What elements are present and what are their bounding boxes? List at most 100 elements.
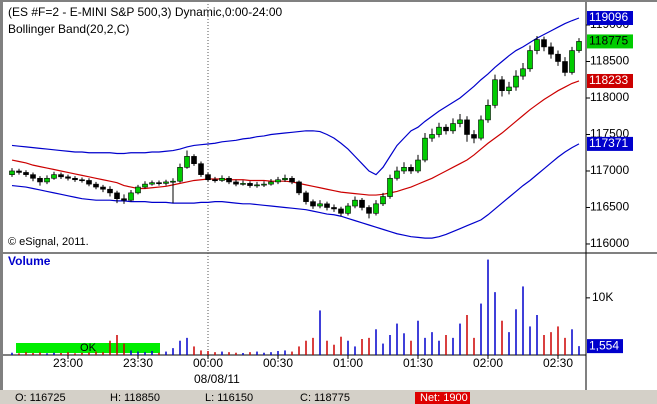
x-tick-label: 23:00: [53, 356, 83, 370]
candle-body: [23, 172, 29, 175]
candle-body: [156, 182, 162, 184]
candle-body: [184, 156, 190, 168]
y-tick-label: 116000: [590, 236, 629, 250]
candle-body: [576, 41, 582, 51]
candle-body: [121, 198, 127, 201]
status-indicator-label: OK: [80, 342, 97, 354]
x-tick-label: 23:30: [123, 356, 153, 370]
candle-body: [170, 180, 176, 183]
candle-body: [198, 163, 204, 175]
candle-body: [499, 79, 505, 91]
candle-body: [478, 119, 484, 139]
candle-body: [569, 50, 575, 73]
candle-body: [401, 167, 407, 172]
candle-body: [338, 208, 344, 214]
candle-body: [366, 207, 372, 214]
candle-body: [359, 199, 365, 208]
x-tick-label: 02:30: [543, 356, 573, 370]
last-value-box: [587, 136, 633, 151]
candle-body: [51, 174, 57, 179]
candle-body: [254, 184, 260, 187]
candle-body: [324, 203, 330, 208]
candle-body: [44, 177, 50, 183]
x-tick-label: 00:00: [193, 356, 223, 370]
candle-body: [527, 50, 533, 70]
candle-body: [37, 177, 43, 183]
x-tick-label: 00:30: [263, 356, 293, 370]
candle-body: [541, 39, 547, 48]
bollinger-band: [11, 143, 580, 239]
candle-body: [163, 181, 169, 184]
candle-body: [261, 183, 267, 186]
candle-body: [485, 104, 491, 121]
candle-body: [520, 68, 526, 77]
status-bar: [0, 390, 657, 404]
candle-body: [534, 39, 540, 51]
last-value-label: 118233: [589, 73, 628, 87]
candle-body: [289, 177, 295, 183]
candle-body: [492, 79, 498, 106]
window-frame: [0, 0, 657, 2]
net-label: Net: 1900: [420, 392, 468, 404]
last-value-label: 118775: [589, 34, 628, 48]
indicator-title: Bollinger Band(20,2,C): [8, 22, 129, 36]
candle-body: [422, 137, 428, 161]
status-field: H: 118850: [110, 392, 160, 404]
candle-body: [226, 177, 232, 183]
last-value-label: 119096: [589, 10, 628, 24]
last-value-box: [587, 10, 633, 25]
candle-body: [233, 181, 239, 185]
volume-title: Volume: [8, 254, 51, 268]
candle-body: [79, 179, 85, 182]
bollinger-band: [11, 80, 580, 196]
status-field: L: 116150: [205, 392, 253, 404]
last-value-box: [587, 73, 633, 88]
last-value-box: [587, 34, 633, 49]
candle-body: [317, 203, 323, 207]
date-label: 08/08/11: [194, 372, 240, 386]
candle-body: [457, 119, 463, 124]
candle-body: [212, 179, 218, 182]
x-tick-label: 01:00: [333, 356, 363, 370]
candle-body: [373, 203, 379, 214]
candle-body: [464, 119, 470, 135]
candle-body: [303, 192, 309, 202]
candle-body: [296, 181, 302, 194]
candle-body: [72, 177, 78, 181]
candle-body: [345, 205, 351, 214]
y-tick-label: 118000: [590, 90, 629, 104]
candle-body: [177, 167, 183, 182]
candle-body: [387, 177, 393, 197]
y-tick-label: 10K: [592, 290, 613, 304]
candle-body: [65, 176, 71, 179]
candle-body: [429, 134, 435, 139]
candle-body: [219, 177, 225, 181]
last-value-box: [587, 339, 623, 354]
candle-body: [268, 181, 274, 185]
candle-body: [471, 134, 477, 139]
candle-body: [107, 188, 113, 194]
x-tick-label: 02:00: [473, 356, 503, 370]
candle-body: [436, 126, 442, 135]
candle-body: [9, 170, 15, 175]
candle-body: [380, 196, 386, 205]
candle-body: [30, 174, 36, 179]
candle-body: [331, 207, 337, 210]
candle-body: [506, 86, 512, 91]
candle-body: [548, 46, 554, 55]
status-field: C: 118775: [300, 392, 350, 404]
candle-body: [240, 183, 246, 185]
net-box: [415, 392, 470, 404]
y-tick-label: 117000: [590, 163, 629, 177]
candle-body: [310, 201, 316, 207]
x-tick-label: 01:30: [403, 356, 433, 370]
y-tick-label: 118500: [590, 54, 629, 68]
watermark: © eSignal, 2011.: [8, 236, 89, 248]
last-value-label: 1,554: [589, 338, 619, 352]
y-tick-label: 116500: [590, 200, 629, 214]
candle-body: [408, 167, 414, 172]
candle-body: [282, 177, 288, 181]
candle-body: [275, 179, 281, 183]
candle-body: [100, 186, 106, 190]
